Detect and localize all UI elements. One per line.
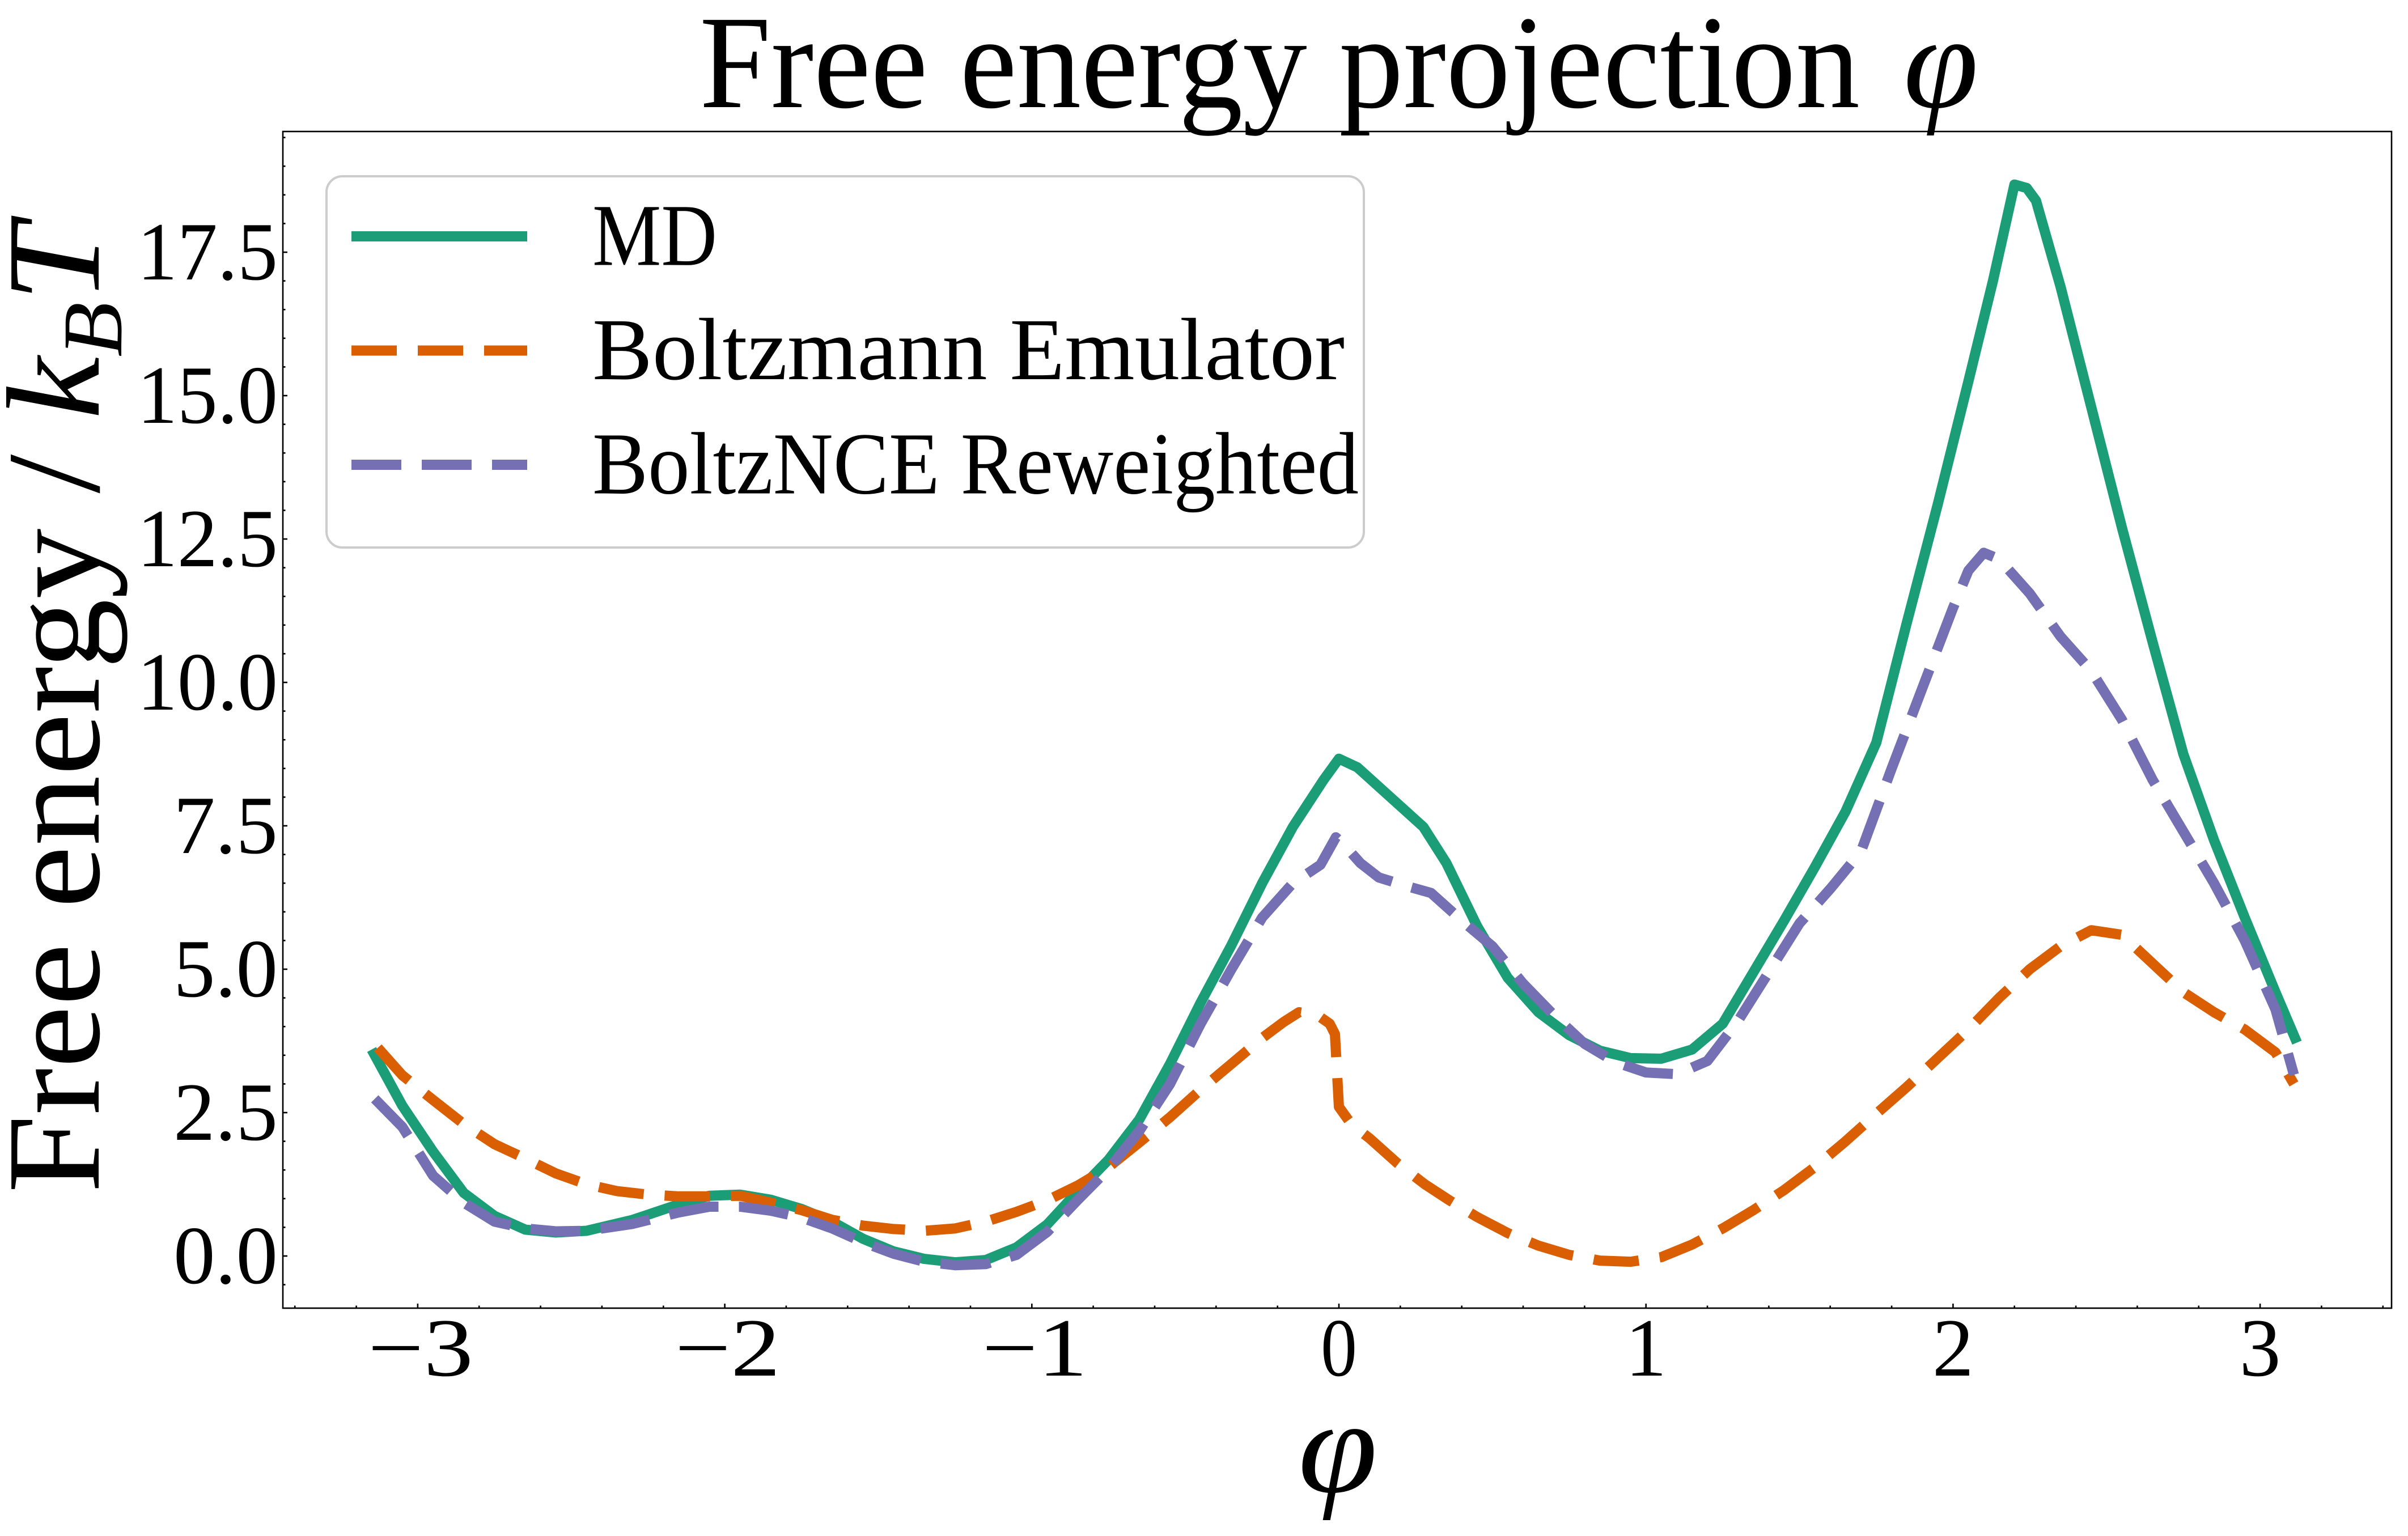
svg-text:7.5: 7.5 bbox=[173, 779, 278, 871]
svg-text:MD: MD bbox=[592, 186, 717, 285]
svg-text:10.0: 10.0 bbox=[137, 636, 278, 728]
svg-text:0: 0 bbox=[1321, 1302, 1357, 1394]
svg-text:5.0: 5.0 bbox=[173, 923, 278, 1015]
svg-text:Free energy projection: Free energy projection bbox=[699, 0, 1860, 136]
svg-text:BoltzNCE Reweighted: BoltzNCE Reweighted bbox=[592, 415, 1359, 513]
svg-text:3: 3 bbox=[2240, 1302, 2281, 1394]
svg-text:−3: −3 bbox=[368, 1302, 473, 1394]
svg-text:2: 2 bbox=[1932, 1302, 1974, 1394]
svg-text:2.5: 2.5 bbox=[173, 1066, 278, 1158]
svg-text:Boltzmann Emulator: Boltzmann Emulator bbox=[592, 300, 1345, 398]
svg-text:12.5: 12.5 bbox=[137, 493, 278, 584]
svg-text:1: 1 bbox=[1625, 1302, 1667, 1394]
svg-text:0.0: 0.0 bbox=[173, 1210, 278, 1301]
svg-text:17.5: 17.5 bbox=[137, 206, 278, 298]
svg-text:φ: φ bbox=[1903, 0, 1978, 136]
svg-text:−2: −2 bbox=[675, 1302, 781, 1394]
svg-text:−1: −1 bbox=[982, 1302, 1087, 1394]
svg-text:15.0: 15.0 bbox=[137, 349, 278, 441]
svg-text:Free energy / kBT: Free energy / kBT bbox=[0, 215, 140, 1193]
svg-text:φ: φ bbox=[1298, 1373, 1377, 1521]
